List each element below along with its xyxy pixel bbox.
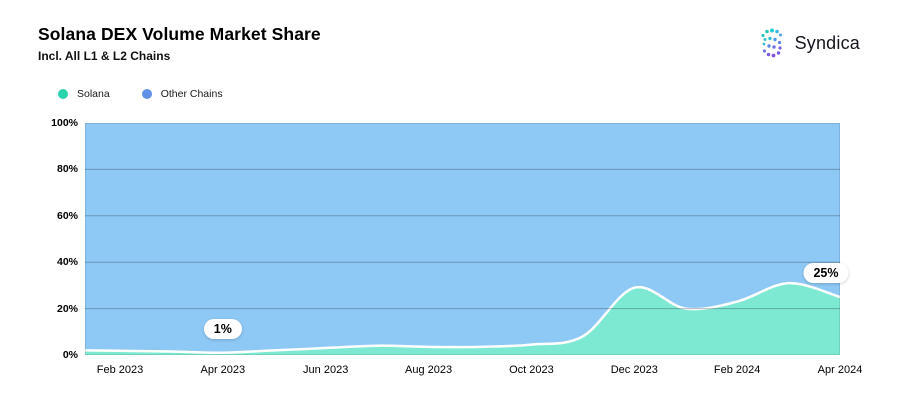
legend-label: Other Chains [160, 88, 223, 100]
y-tick-label: 60% [56, 209, 78, 222]
x-tick-label: Jun 2023 [303, 364, 349, 376]
x-tick-label: Aug 2023 [404, 364, 453, 376]
y-tick-label: 40% [56, 256, 78, 269]
y-tick-label: 0% [62, 349, 78, 361]
x-tick-label: Dec 2023 [610, 364, 658, 376]
x-tick-label: Feb 2023 [96, 364, 144, 376]
page-title: Solana DEX Volume Market Share [38, 24, 321, 44]
solana-area [85, 283, 840, 355]
annotation-pill: 1% [203, 318, 242, 339]
legend-label: Solana [77, 88, 110, 100]
x-tick-label: Apr 2023 [200, 364, 246, 376]
y-tick-label: 100% [51, 117, 78, 129]
brand: Syndica [756, 27, 860, 59]
page-subtitle: Incl. All L1 & L2 Chains [38, 49, 171, 63]
brand-name: Syndica [794, 32, 860, 53]
syndica-logo-icon [760, 28, 782, 58]
annotation-pill: 25% [803, 263, 849, 283]
legend: Solana Other Chains [58, 88, 223, 100]
plot-border [85, 123, 840, 355]
y-tick-label: 20% [56, 302, 78, 315]
legend-item-solana: Solana [58, 88, 110, 100]
solana-dot-icon [58, 89, 68, 99]
boundary-line [83, 281, 842, 354]
x-tick-label: Feb 2024 [713, 364, 761, 376]
other-chains-dot-icon [141, 89, 152, 99]
y-tick-label: 80% [56, 163, 78, 176]
x-tick-label: Oct 2023 [509, 364, 554, 376]
legend-item-other-chains: Other Chains [141, 88, 223, 100]
stacked-area-plot [83, 123, 842, 355]
x-tick-label: Apr 2024 [817, 364, 863, 376]
